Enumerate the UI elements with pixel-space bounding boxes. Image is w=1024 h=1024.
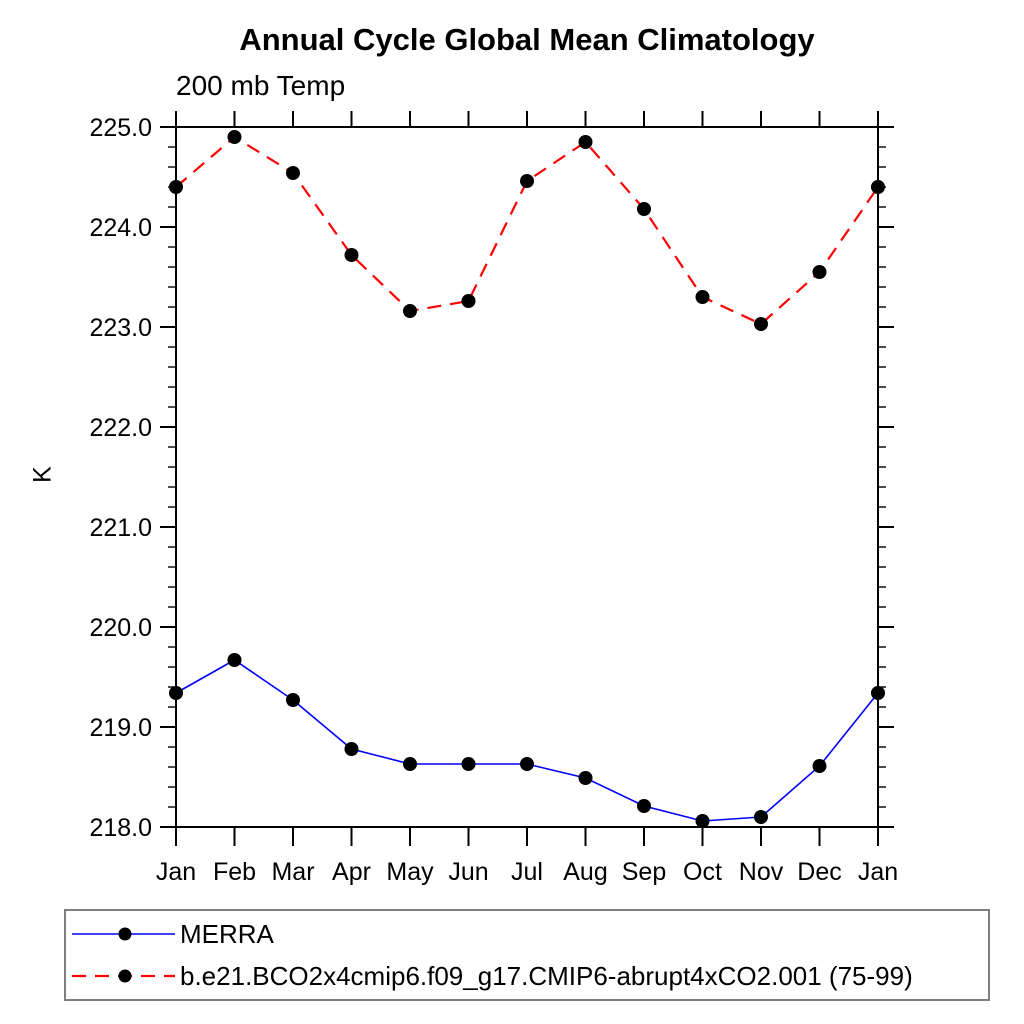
- series-1-marker: [461, 294, 476, 308]
- chart-title: Annual Cycle Global Mean Climatology: [239, 22, 815, 57]
- y-tick-label: 225.0: [89, 114, 152, 142]
- series-0-marker: [403, 757, 417, 771]
- series-0-marker: [461, 757, 476, 771]
- series-1-marker: [403, 304, 417, 318]
- series-0-marker: [695, 814, 710, 828]
- series-0-marker: [286, 693, 300, 707]
- y-tick-label: 223.0: [89, 314, 152, 342]
- series-1-marker: [227, 130, 242, 144]
- legend-row-merra: MERRA: [66, 913, 988, 955]
- x-tick-label: May: [386, 858, 434, 886]
- series-0-marker: [169, 686, 183, 700]
- series-1-marker: [578, 135, 593, 149]
- model-line-sample: [72, 969, 175, 983]
- merra-line-sample: [72, 927, 175, 941]
- series-0-marker: [578, 771, 593, 785]
- series-1-marker: [754, 317, 768, 331]
- x-tick-label: Nov: [739, 858, 784, 886]
- x-tick-label: Aug: [563, 858, 607, 886]
- y-tick-label: 221.0: [89, 514, 152, 542]
- series-0-marker: [754, 810, 768, 824]
- series-line-0: [175, 659, 879, 822]
- legend-label-model: b.e21.BCO2x4cmip6.f09_g17.CMIP6-abrupt4x…: [180, 960, 913, 991]
- series-1-marker: [520, 174, 534, 188]
- legend: MERRA b.e21.BCO2x4cmip6.f09_g17.CMIP6-ab…: [64, 909, 990, 1001]
- x-tick-label: Sep: [622, 858, 666, 886]
- series-0-marker: [812, 759, 827, 773]
- series-0-marker: [344, 742, 359, 756]
- x-tick-label: Oct: [683, 858, 722, 886]
- series-0-marker: [637, 799, 651, 813]
- x-tick-label: Feb: [213, 858, 256, 886]
- series-1-marker: [871, 180, 885, 194]
- y-tick-label: 222.0: [89, 414, 152, 442]
- series-1-marker: [695, 290, 710, 304]
- y-tick-label: 218.0: [89, 814, 152, 842]
- series-0-marker: [520, 757, 534, 771]
- x-tick-label: Jul: [511, 858, 543, 886]
- x-tick-label: Jan: [858, 858, 898, 886]
- x-tick-label: Jan: [156, 858, 196, 886]
- x-tick-label: Apr: [332, 858, 371, 886]
- series-1-marker: [169, 180, 183, 194]
- y-tick-label: 219.0: [89, 714, 152, 742]
- legend-row-model: b.e21.BCO2x4cmip6.f09_g17.CMIP6-abrupt4x…: [66, 955, 988, 997]
- series-1-marker: [286, 166, 300, 180]
- y-tick-label: 220.0: [89, 614, 152, 642]
- chart-subtitle: 200 mb Temp: [176, 70, 346, 101]
- x-tick-label: Mar: [271, 858, 314, 886]
- series-1-marker: [637, 202, 651, 216]
- series-0-marker: [227, 653, 242, 667]
- y-tick-label: 224.0: [89, 214, 152, 242]
- series-0-marker: [871, 686, 885, 700]
- series-line-1: [175, 135, 879, 326]
- legend-label-merra: MERRA: [180, 918, 274, 949]
- plot-frame: [175, 126, 879, 828]
- x-tick-label: Jun: [448, 858, 488, 886]
- series-1-marker: [812, 265, 827, 279]
- series-1-marker: [344, 248, 359, 262]
- x-tick-label: Dec: [797, 858, 841, 886]
